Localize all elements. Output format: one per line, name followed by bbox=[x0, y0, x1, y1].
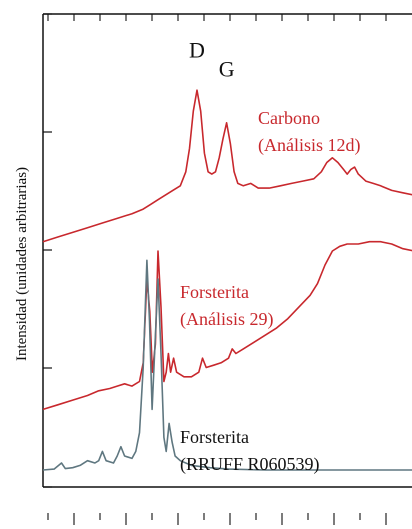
axis-ticks bbox=[43, 13, 387, 525]
plot-frame bbox=[42, 13, 412, 488]
y-axis-label: Intensidad (unidades arbitrarias) bbox=[14, 167, 30, 361]
series-line-3 bbox=[42, 259, 412, 471]
peak-label-d: D bbox=[189, 38, 205, 63]
series-label-2-line-2: (Análisis 29) bbox=[180, 309, 274, 330]
series-line-2 bbox=[42, 240, 412, 411]
series-label-1-line-1: Carbono bbox=[258, 108, 320, 128]
series-label-3-line-1: Forsterita bbox=[180, 427, 249, 447]
series-label-1-line-2: (Análisis 12d) bbox=[258, 135, 361, 156]
series-line-1 bbox=[42, 89, 412, 243]
series-lines bbox=[42, 89, 412, 471]
annotations: DG Carbono (Análisis 12d) Forsterita (Anális… bbox=[180, 38, 361, 475]
series-label-3-line-2: (RRUFF R060539) bbox=[180, 454, 320, 475]
peak-label-g: G bbox=[219, 56, 235, 81]
series-label-2-line-1: Forsterita bbox=[180, 282, 249, 302]
